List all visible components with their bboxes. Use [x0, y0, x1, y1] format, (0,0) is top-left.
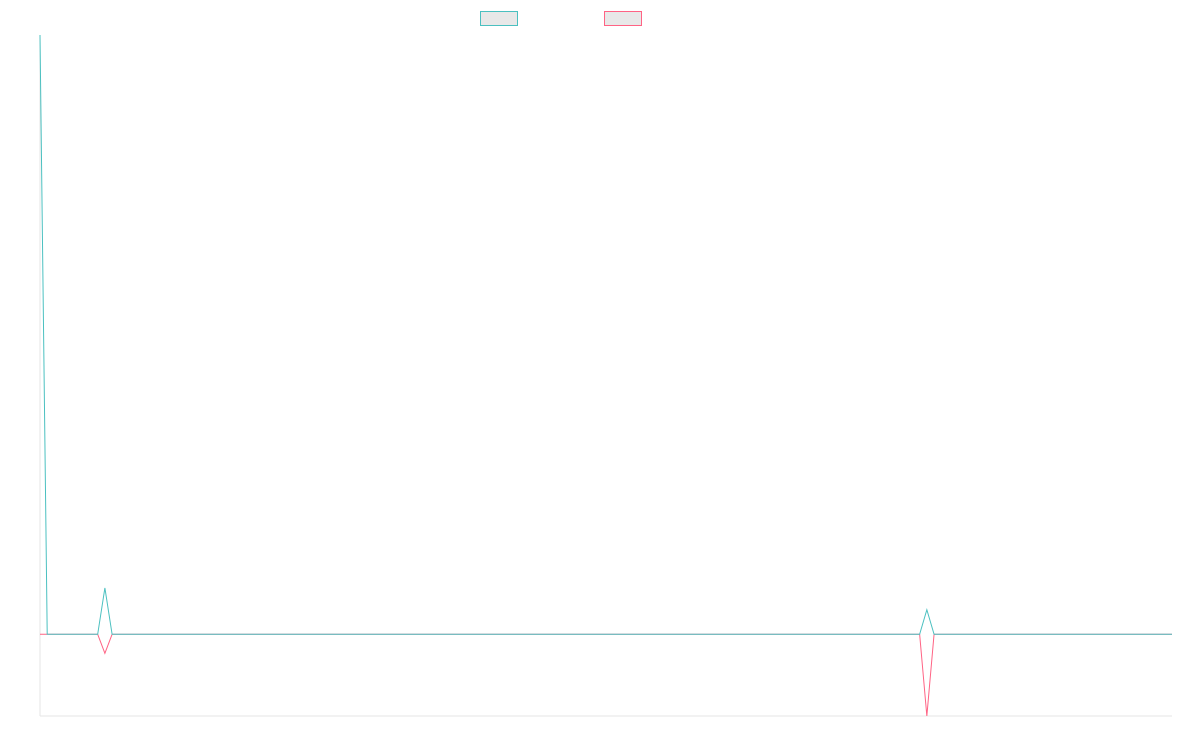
series-line-2: [40, 633, 1172, 717]
legend-swatch-series-2: [604, 10, 642, 26]
legend-item-series-2[interactable]: [604, 9, 648, 27]
chart-legend: [0, 9, 1200, 29]
legend-item-series-1[interactable]: [480, 9, 524, 27]
legend-swatch-series-1: [480, 10, 518, 26]
series-line-1: [39, 34, 1172, 635]
